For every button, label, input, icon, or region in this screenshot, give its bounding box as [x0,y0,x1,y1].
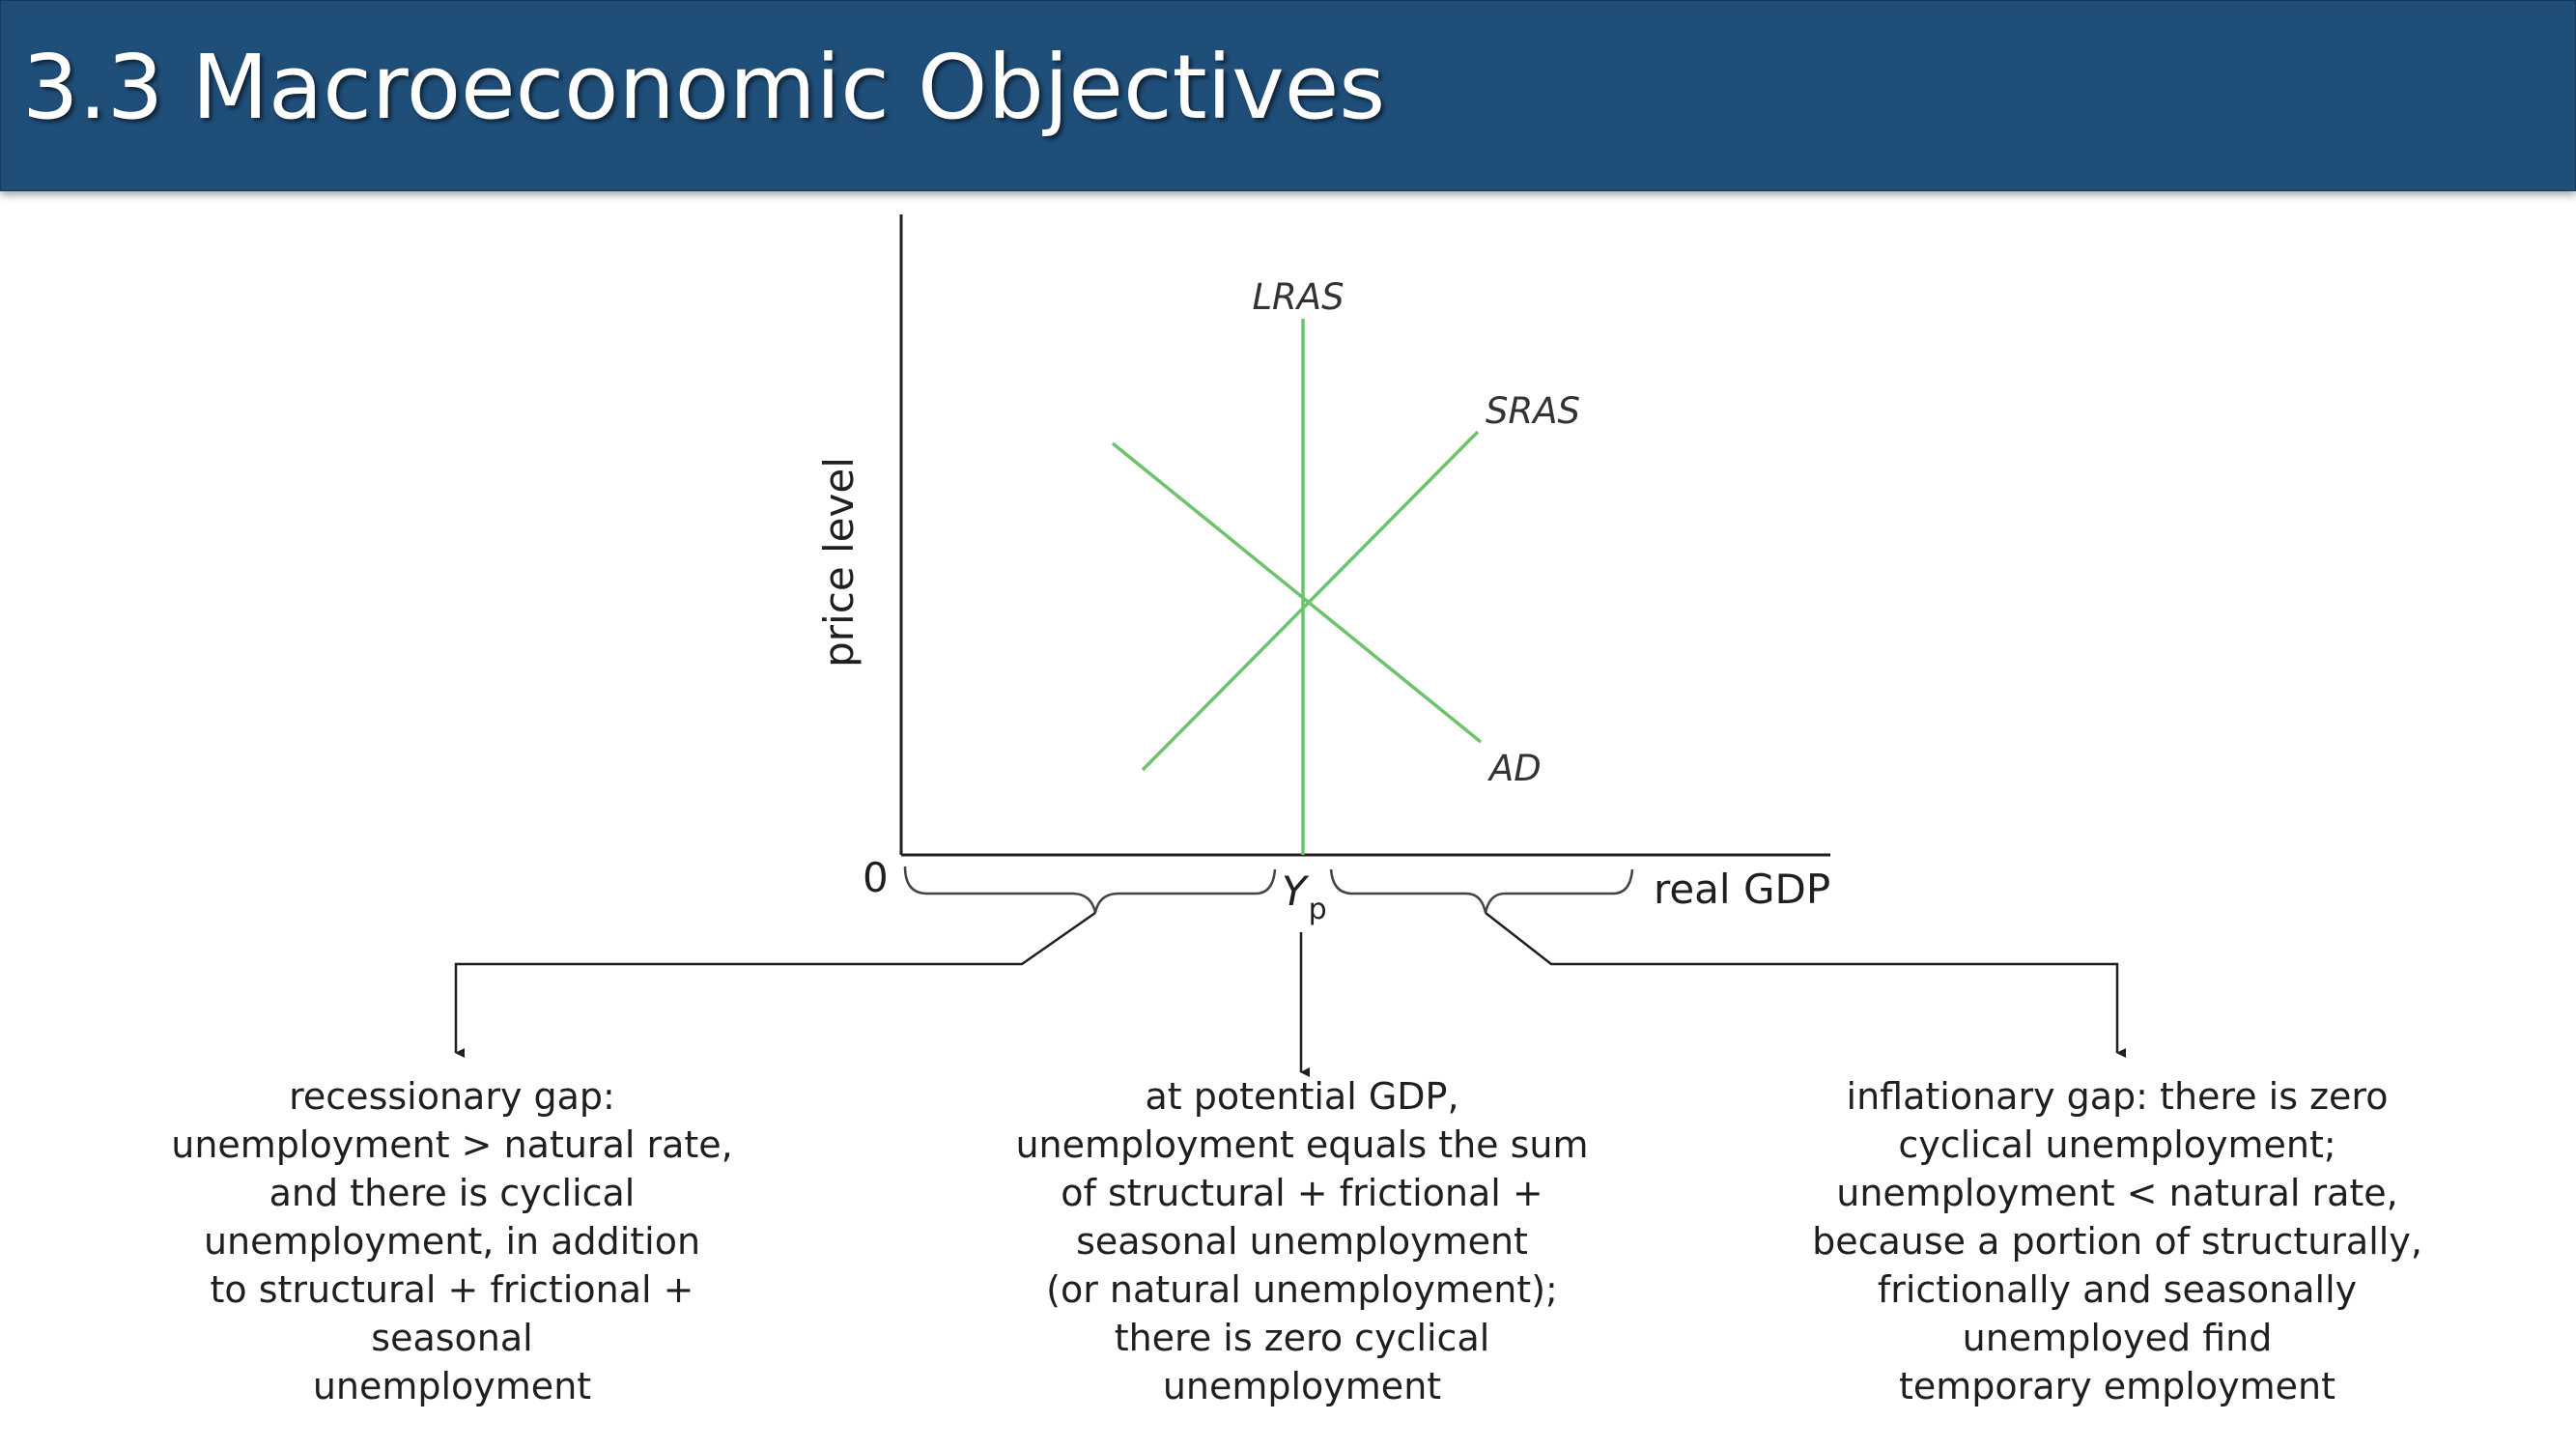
x-axis-label: real GDP [1654,866,1830,913]
slide-title: 3.3 Macroeconomic Objectives [22,36,1386,139]
ad-curve [1111,441,1483,744]
potential-output-label: Yp [1282,867,1327,926]
inflationary-gap-note: inflationary gap: there is zero cyclical… [1812,1075,2422,1407]
recessionary-leader [454,911,1096,1058]
title-bar: 3.3 Macroeconomic Objectives [0,0,2576,191]
potential-gdp-note: at potential GDP, unemployment equals th… [1015,1075,1589,1407]
sras-curve [1141,430,1480,772]
y-axis-label: price level [815,457,863,668]
potential-output-symbol: Y [1282,867,1310,915]
recessionary-gap-note: recessionary gap: unemployment > natural… [171,1075,733,1407]
sras-label: SRAS [1486,390,1580,432]
recessionary-brace [903,866,1277,914]
lras-label: LRAS [1252,276,1344,318]
inflationary-brace [1329,868,1634,914]
potential-output-subscript: p [1309,893,1327,926]
origin-label: 0 [863,854,889,901]
ad-label: AD [1487,748,1542,789]
inflationary-leader [1485,912,2126,1058]
